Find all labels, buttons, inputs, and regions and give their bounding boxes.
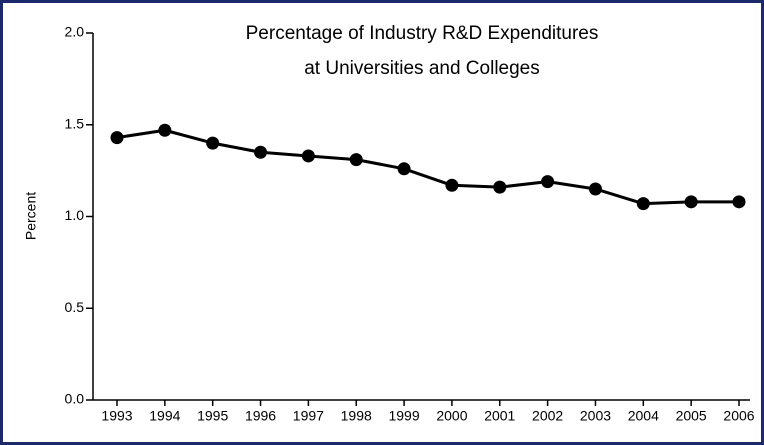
y-tick-label: 0.0 bbox=[65, 391, 85, 407]
x-tick-label: 1997 bbox=[293, 408, 324, 424]
x-tick-label: 2001 bbox=[484, 408, 515, 424]
y-axis-label: Percent bbox=[23, 192, 39, 240]
data-line bbox=[116, 128, 739, 206]
data-point bbox=[254, 145, 268, 159]
data-point bbox=[158, 123, 172, 137]
data-point bbox=[445, 178, 459, 192]
x-tick-label: 1999 bbox=[388, 408, 419, 424]
y-tick-label: 0.5 bbox=[65, 299, 85, 315]
data-point bbox=[541, 175, 555, 189]
x-tick-label: 2000 bbox=[436, 408, 467, 424]
x-tick-label: 2003 bbox=[580, 408, 611, 424]
data-point bbox=[636, 197, 650, 211]
chart-title: at Universities and Colleges bbox=[304, 58, 540, 79]
x-tick-label: 1998 bbox=[341, 408, 372, 424]
data-point bbox=[588, 182, 602, 196]
x-tick-label: 2005 bbox=[676, 408, 707, 424]
x-tick-label: 2002 bbox=[532, 408, 563, 424]
x-tick-label: 2006 bbox=[723, 408, 754, 424]
y-tick-label: 2.0 bbox=[65, 24, 85, 40]
data-point bbox=[493, 180, 507, 194]
data-point bbox=[110, 131, 124, 145]
x-tick-label: 2004 bbox=[628, 408, 659, 424]
y-tick-label: 1.0 bbox=[65, 207, 85, 223]
data-point bbox=[684, 195, 698, 209]
data-point bbox=[732, 195, 746, 209]
x-tick-label: 1993 bbox=[101, 408, 132, 424]
y-tick-label: 1.5 bbox=[65, 115, 85, 131]
data-point bbox=[349, 153, 363, 167]
data-point bbox=[397, 162, 411, 176]
data-point bbox=[206, 136, 220, 150]
x-tick-label: 1995 bbox=[197, 408, 228, 424]
data-point bbox=[301, 149, 315, 163]
chart-title: Percentage of Industry R&D Expenditures bbox=[246, 23, 599, 44]
x-tick-label: 1996 bbox=[245, 408, 276, 424]
x-tick-label: 1994 bbox=[149, 408, 180, 424]
